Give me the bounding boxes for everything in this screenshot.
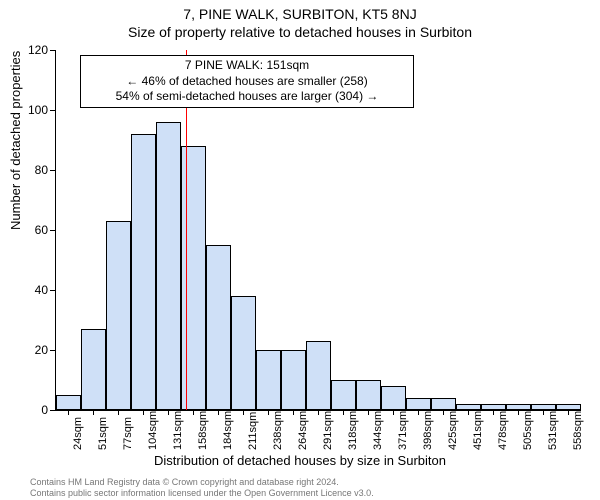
x-tick-label: 184sqm (222, 411, 234, 450)
histogram-bar (481, 404, 506, 410)
x-tick-mark (168, 410, 169, 415)
x-tick-label: 264sqm (297, 411, 309, 450)
y-tick-label: 120 (8, 43, 48, 57)
x-tick-mark (543, 410, 544, 415)
x-tick-label: 505sqm (522, 411, 534, 450)
x-tick-label: 558sqm (572, 411, 584, 450)
x-tick-label: 24sqm (72, 417, 84, 450)
histogram-bar (506, 404, 531, 410)
y-tick-mark (50, 410, 55, 411)
x-tick-label: 531sqm (547, 411, 559, 450)
property-info-box: 7 PINE WALK: 151sqm← 46% of detached hou… (80, 55, 414, 108)
x-axis-label: Distribution of detached houses by size … (0, 453, 600, 468)
x-tick-label: 291sqm (322, 411, 334, 450)
y-tick-mark (50, 230, 55, 231)
info-box-line: ← 46% of detached houses are smaller (25… (87, 74, 407, 90)
x-tick-label: 371sqm (397, 411, 409, 450)
histogram-bar (331, 380, 356, 410)
x-tick-label: 77sqm (122, 417, 134, 450)
histogram-bar (431, 398, 456, 410)
x-tick-label: 211sqm (247, 412, 259, 450)
histogram-bar (406, 398, 431, 410)
x-tick-label: 318sqm (347, 411, 359, 450)
histogram-bar (281, 350, 306, 410)
histogram-bar (456, 404, 481, 410)
chart-title-subtitle: Size of property relative to detached ho… (0, 24, 600, 40)
histogram-bar (106, 221, 131, 410)
histogram-bar (356, 380, 381, 410)
y-tick-mark (50, 170, 55, 171)
y-tick-mark (50, 50, 55, 51)
x-tick-label: 344sqm (372, 411, 384, 450)
histogram-bar (306, 341, 331, 410)
y-tick-label: 60 (8, 223, 48, 237)
x-tick-mark (243, 410, 244, 415)
x-tick-label: 478sqm (497, 411, 509, 450)
chart-title-address: 7, PINE WALK, SURBITON, KT5 8NJ (0, 6, 600, 22)
x-tick-mark (268, 410, 269, 415)
x-tick-mark (143, 410, 144, 415)
x-tick-mark (343, 410, 344, 415)
info-box-line: 7 PINE WALK: 151sqm (87, 58, 407, 74)
x-tick-mark (68, 410, 69, 415)
x-tick-label: 51sqm (97, 417, 109, 450)
histogram-bar (256, 350, 281, 410)
y-tick-label: 40 (8, 283, 48, 297)
y-tick-label: 0 (8, 403, 48, 417)
x-tick-label: 398sqm (422, 411, 434, 450)
x-tick-mark (393, 410, 394, 415)
histogram-bar (381, 386, 406, 410)
x-tick-label: 451sqm (472, 411, 484, 450)
x-tick-label: 104sqm (147, 411, 159, 450)
y-tick-mark (50, 110, 55, 111)
x-tick-mark (118, 410, 119, 415)
histogram-bar (131, 134, 156, 410)
x-tick-mark (568, 410, 569, 415)
x-tick-mark (293, 410, 294, 415)
x-tick-mark (418, 410, 419, 415)
y-axis-label: Number of detached properties (8, 51, 23, 230)
y-tick-label: 80 (8, 163, 48, 177)
histogram-bar (556, 404, 581, 410)
x-tick-mark (493, 410, 494, 415)
x-tick-mark (518, 410, 519, 415)
histogram-bar (56, 395, 81, 410)
footer-line-1: Contains HM Land Registry data © Crown c… (30, 477, 374, 487)
x-tick-mark (443, 410, 444, 415)
y-tick-label: 20 (8, 343, 48, 357)
histogram-bar (231, 296, 256, 410)
x-tick-mark (318, 410, 319, 415)
y-tick-mark (50, 350, 55, 351)
x-tick-label: 425sqm (447, 411, 459, 450)
histogram-bar (206, 245, 231, 410)
info-box-line: 54% of semi-detached houses are larger (… (87, 89, 407, 105)
histogram-bar (531, 404, 556, 410)
copyright-footer: Contains HM Land Registry data © Crown c… (30, 477, 374, 498)
x-tick-mark (368, 410, 369, 415)
x-tick-label: 131sqm (172, 411, 184, 450)
histogram-bar (156, 122, 181, 410)
y-tick-label: 100 (8, 103, 48, 117)
x-tick-label: 158sqm (197, 411, 209, 450)
x-tick-mark (193, 410, 194, 415)
x-tick-mark (468, 410, 469, 415)
x-tick-mark (218, 410, 219, 415)
histogram-bar (181, 146, 206, 410)
footer-line-2: Contains public sector information licen… (30, 488, 374, 498)
histogram-bar (81, 329, 106, 410)
x-tick-mark (93, 410, 94, 415)
x-tick-label: 238sqm (272, 411, 284, 450)
y-tick-mark (50, 290, 55, 291)
